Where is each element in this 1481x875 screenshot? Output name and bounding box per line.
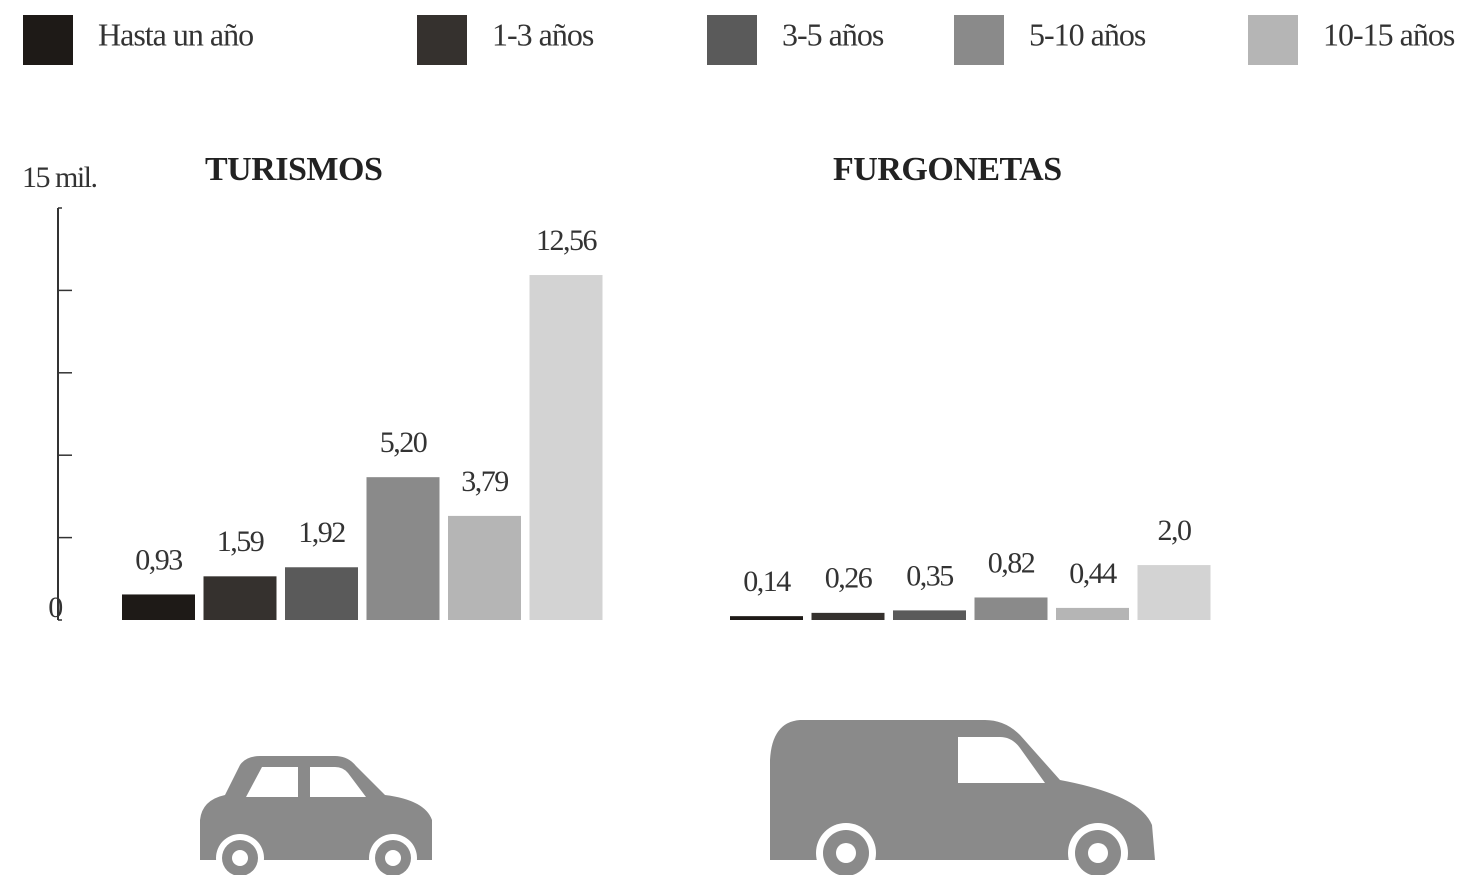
legend-label: 1-3 años: [492, 16, 594, 52]
van-icon: [770, 720, 1155, 875]
legend-label: 5-10 años: [1029, 16, 1146, 52]
value-label: 0,14: [743, 565, 791, 598]
value-label: 0,44: [1069, 557, 1117, 590]
legend-swatch: [417, 15, 467, 65]
car-icon: [200, 756, 432, 875]
chart-title: FURGONETAS: [833, 151, 1062, 188]
bar: [203, 576, 277, 620]
bar: [811, 612, 885, 620]
legend-label: 3-5 años: [782, 16, 884, 52]
legend-swatch: [1248, 15, 1298, 65]
bar: [366, 477, 440, 620]
legend-swatch: [707, 15, 757, 65]
legend-swatch: [954, 15, 1004, 65]
chart-title: TURISMOS: [205, 151, 382, 188]
value-label: 1,92: [298, 516, 345, 549]
value-label: 0,93: [135, 543, 182, 576]
legend-label: Hasta un año: [98, 16, 253, 52]
bar: [1137, 565, 1211, 620]
value-label: 0,82: [988, 546, 1035, 579]
bar: [974, 597, 1048, 620]
bar: [448, 515, 521, 620]
y-tick-label: 15 mil.: [22, 161, 97, 194]
legend-swatch: [23, 15, 73, 65]
value-label: 2,0: [1158, 514, 1192, 547]
bar: [893, 610, 966, 620]
value-label: 12,56: [536, 224, 598, 257]
value-label: 5,20: [380, 426, 427, 459]
y-tick-label: 0: [48, 591, 62, 624]
bar: [122, 594, 195, 620]
bar: [285, 567, 358, 620]
bar: [730, 616, 803, 620]
value-label: 0,26: [825, 562, 873, 595]
legend-label: 10-15 años: [1323, 16, 1455, 52]
value-label: 1,59: [217, 525, 264, 558]
value-label: 3,79: [461, 465, 508, 498]
bar: [1056, 607, 1129, 620]
value-label: 0,35: [906, 559, 953, 592]
bar: [529, 275, 603, 620]
